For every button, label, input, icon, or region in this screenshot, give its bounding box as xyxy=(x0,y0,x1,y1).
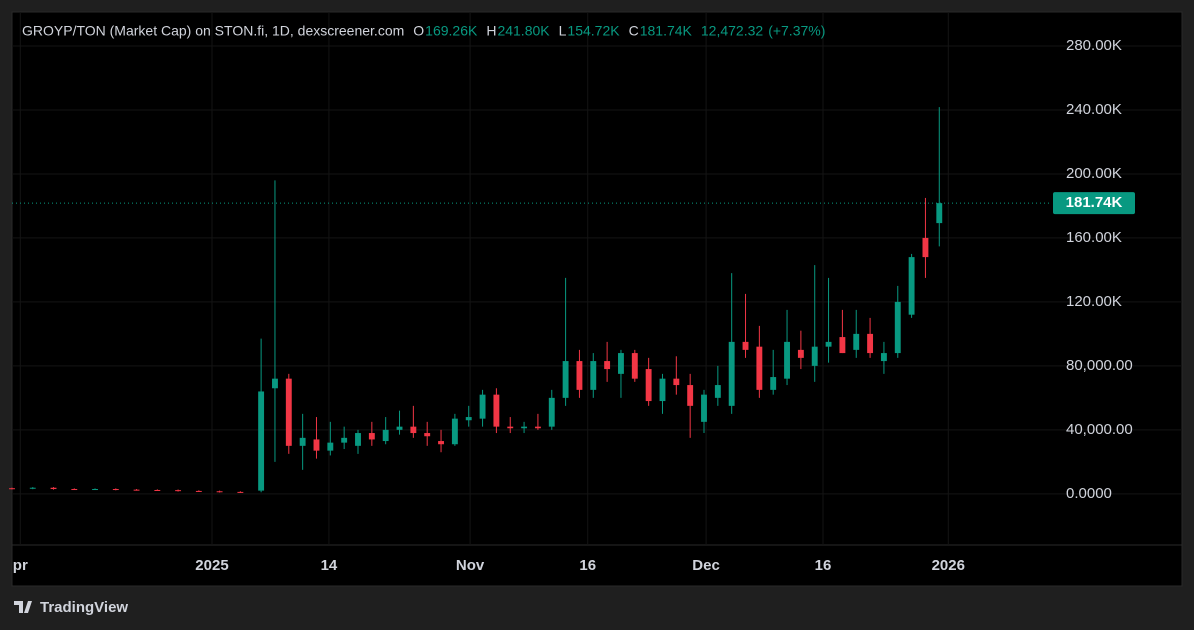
candle-body xyxy=(548,397,555,427)
candle-body xyxy=(880,353,887,362)
candle-body xyxy=(216,491,223,493)
ohlc-value: 154.72K xyxy=(567,23,620,39)
candle-body xyxy=(479,394,486,419)
candle-body xyxy=(507,426,514,429)
candle-body xyxy=(9,488,15,490)
candle-body xyxy=(92,489,98,491)
candle-body xyxy=(908,257,915,315)
ohlc-letter: C xyxy=(629,23,639,39)
candle-body xyxy=(521,426,528,429)
candle-body xyxy=(770,377,777,390)
title: GROYP/TON (Market Cap) on STON.fi, 1D, d… xyxy=(22,23,404,39)
y-tick-label: 40,000.00 xyxy=(1066,421,1133,438)
candle-body xyxy=(687,385,694,406)
x-tick-label: 14 xyxy=(321,557,338,574)
candle-body xyxy=(797,349,804,358)
candle-body xyxy=(922,237,929,258)
y-tick-label: 0.0000 xyxy=(1066,485,1112,502)
x-tick-label: 2025 xyxy=(195,557,228,574)
last-price-box xyxy=(1053,192,1135,215)
candle-body xyxy=(133,489,140,491)
candle-body xyxy=(112,489,119,491)
candle-body xyxy=(853,333,860,350)
candle-body xyxy=(825,341,832,347)
candle-body xyxy=(701,394,707,422)
candle-body xyxy=(756,346,763,390)
candle-body xyxy=(313,439,320,451)
ohlc-value: 241.80K xyxy=(497,23,550,39)
watermark: TradingView xyxy=(40,599,128,616)
candle-body xyxy=(784,341,790,379)
candle-body xyxy=(396,426,403,430)
candle-body xyxy=(659,378,666,402)
candle-body xyxy=(451,418,458,445)
last-price-label: 181.74K xyxy=(1066,194,1123,211)
change-pct: (+7.37%) xyxy=(768,23,825,39)
candle-body xyxy=(534,426,541,429)
change: 12,472.32 xyxy=(701,23,763,39)
candle-body xyxy=(29,487,36,489)
y-tick-label: 80,000.00 xyxy=(1066,357,1133,374)
candle-body xyxy=(50,487,57,490)
y-tick-label: 120.00K xyxy=(1066,293,1122,310)
logo-icon xyxy=(14,601,32,613)
y-tick-label: 160.00K xyxy=(1066,229,1122,246)
candle-body xyxy=(327,442,334,451)
candle-body xyxy=(714,385,721,398)
candle-body xyxy=(673,378,680,386)
candle-body xyxy=(645,369,652,402)
y-tick-label: 240.00K xyxy=(1066,101,1122,118)
chart-panel xyxy=(11,11,1183,587)
candle-body xyxy=(562,361,569,398)
candle-body xyxy=(368,433,375,440)
candle-body xyxy=(867,333,874,354)
x-tick-label: Dec xyxy=(692,557,720,574)
candle-body xyxy=(811,346,818,366)
candle-body xyxy=(604,361,611,370)
candle-body xyxy=(272,378,278,389)
candle-body xyxy=(299,437,306,446)
candle-body xyxy=(742,341,749,350)
candle-body xyxy=(618,353,624,374)
candle-body xyxy=(154,489,161,491)
ohlc-letter: L xyxy=(559,23,567,39)
x-tick-label: 16 xyxy=(815,557,832,574)
candle-body xyxy=(258,391,265,491)
candle-body xyxy=(839,337,846,354)
candle-body xyxy=(341,437,348,443)
candle-body xyxy=(590,361,597,390)
candle-body xyxy=(237,491,244,493)
logo xyxy=(14,601,32,613)
x-tick-label: pr xyxy=(13,557,28,574)
x-tick-label: 16 xyxy=(579,557,596,574)
candle-body xyxy=(631,353,638,379)
candle-body xyxy=(728,341,735,406)
candle-body xyxy=(576,361,583,390)
ohlc-value: 169.26K xyxy=(425,23,478,39)
candle-body xyxy=(936,203,943,224)
y-tick-label: 280.00K xyxy=(1066,37,1122,54)
x-tick-label: 2026 xyxy=(932,557,965,574)
candle-body xyxy=(285,378,292,446)
ohlc-value: 181.74K xyxy=(640,23,693,39)
x-tick-label: Nov xyxy=(456,557,485,574)
ohlc-letter: H xyxy=(486,23,496,39)
candle-body xyxy=(195,490,202,492)
candle-body xyxy=(438,441,444,445)
candle-body xyxy=(894,301,901,354)
ohlc-letter: O xyxy=(413,23,424,39)
candle-body xyxy=(410,426,417,434)
candle-body xyxy=(424,433,431,437)
candle-body xyxy=(465,417,472,421)
y-tick-label: 200.00K xyxy=(1066,165,1122,182)
candle-body xyxy=(71,489,78,491)
candle-body xyxy=(355,433,361,446)
candle-body xyxy=(175,490,182,492)
candle-body xyxy=(493,394,500,427)
candle-body xyxy=(382,429,389,442)
